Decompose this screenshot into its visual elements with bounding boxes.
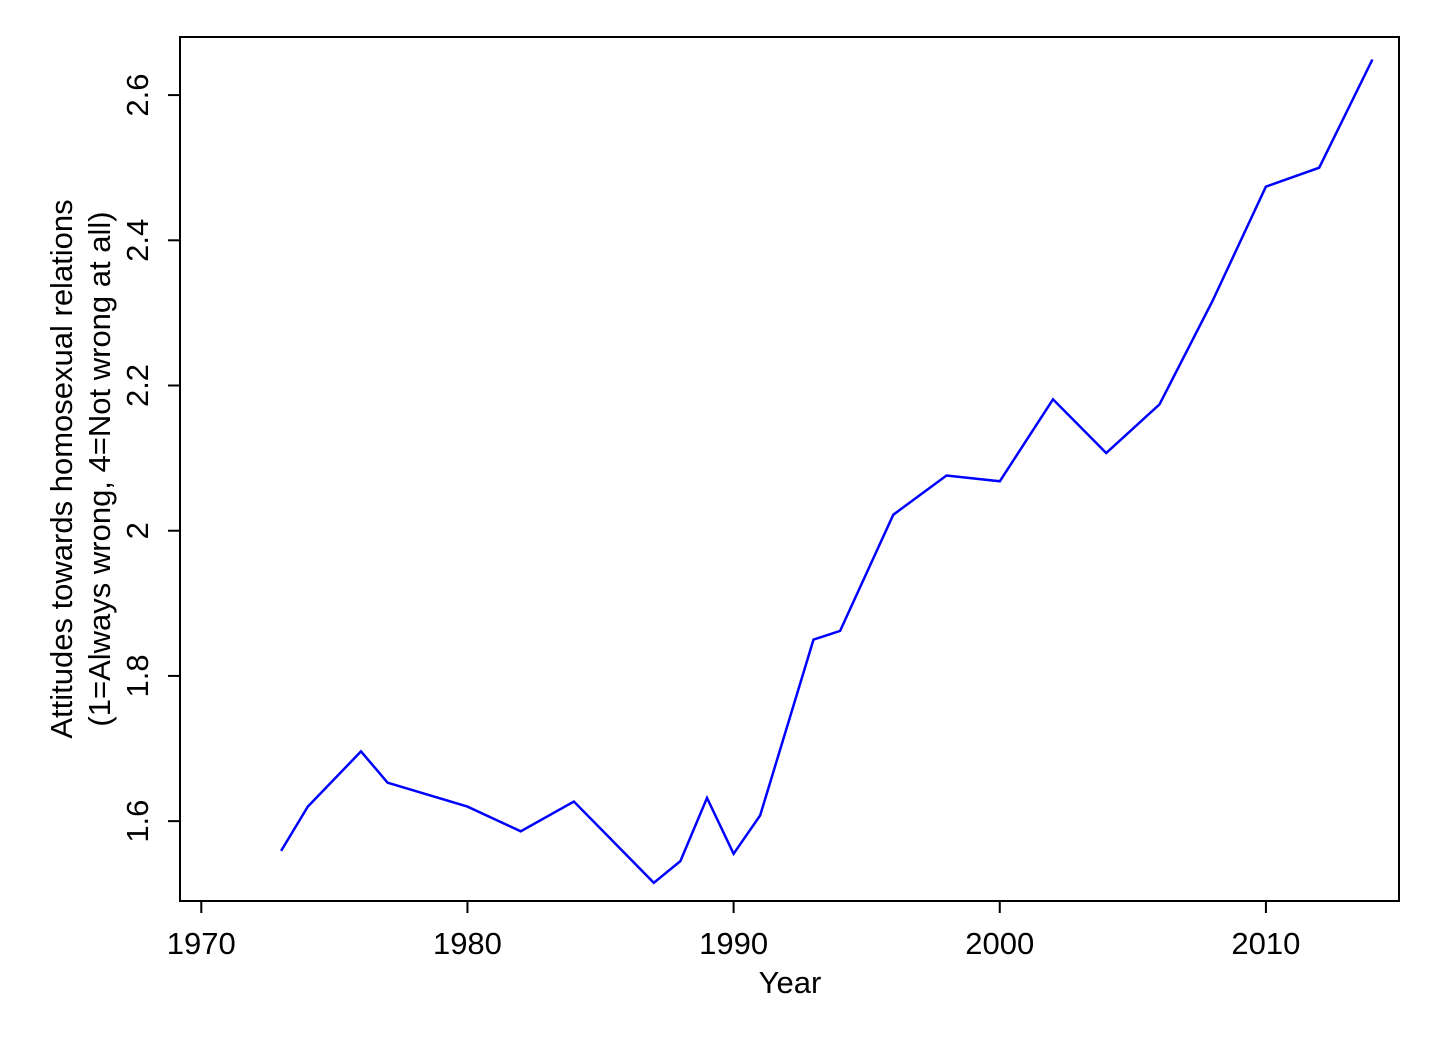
x-axis-label: Year — [759, 965, 822, 1000]
x-axis: 1970 1980 1990 2000 2010 — [167, 901, 1300, 961]
plot-frame — [179, 36, 1400, 902]
y-axis-label-line-1: Attitudes towards homosexual relations — [44, 199, 79, 738]
y-tick-label: 2.4 — [120, 219, 155, 262]
y-tick-label: 2.2 — [120, 364, 155, 407]
y-axis: 1.6 1.8 2 2.2 2.4 2.6 — [120, 74, 180, 843]
x-tick-label: 1980 — [433, 926, 502, 961]
y-axis-label-line-2: (1=Always wrong, 4=Not wrong at all) — [82, 211, 117, 726]
x-tick-label: 1970 — [167, 926, 236, 961]
y-tick-label: 2 — [120, 522, 155, 539]
y-tick-label: 1.8 — [120, 654, 155, 697]
series-layer — [280, 58, 1374, 885]
y-tick-label: 1.6 — [120, 800, 155, 843]
x-tick-label: 1990 — [699, 926, 768, 961]
x-tick-label: 2000 — [965, 926, 1034, 961]
y-tick-label: 2.6 — [120, 74, 155, 117]
x-tick-label: 2010 — [1231, 926, 1300, 961]
series-line — [280, 58, 1374, 885]
